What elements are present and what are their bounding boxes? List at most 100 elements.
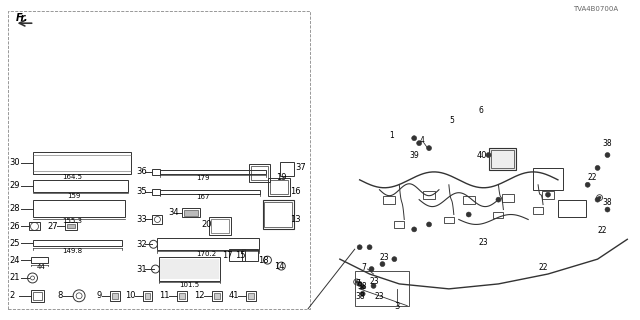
- Text: 29: 29: [10, 181, 20, 190]
- Circle shape: [585, 182, 590, 187]
- Bar: [246, 291, 255, 301]
- Text: 17: 17: [222, 251, 232, 260]
- Text: Fr.: Fr.: [16, 13, 29, 23]
- Circle shape: [605, 153, 610, 157]
- Bar: [157, 238, 259, 250]
- Bar: [248, 293, 253, 299]
- Bar: [228, 249, 244, 261]
- Text: 15: 15: [235, 251, 245, 260]
- Bar: [33, 292, 42, 300]
- Bar: [488, 148, 516, 170]
- Circle shape: [412, 136, 417, 141]
- Bar: [182, 208, 200, 218]
- Text: 12: 12: [194, 291, 205, 300]
- Bar: [112, 293, 118, 299]
- Bar: [211, 220, 228, 233]
- Circle shape: [496, 197, 501, 202]
- Text: 41: 41: [228, 291, 239, 300]
- Bar: [152, 214, 163, 224]
- Text: 32: 32: [136, 240, 147, 249]
- Text: 25: 25: [10, 239, 20, 248]
- Bar: [31, 257, 49, 263]
- Text: 159: 159: [67, 193, 81, 199]
- Circle shape: [357, 245, 362, 250]
- Bar: [184, 210, 198, 215]
- Text: 3: 3: [394, 302, 400, 311]
- Text: 22: 22: [588, 173, 597, 182]
- Circle shape: [357, 281, 362, 286]
- Bar: [152, 189, 161, 195]
- Bar: [212, 291, 222, 301]
- Text: 6: 6: [479, 106, 483, 115]
- Bar: [31, 290, 44, 302]
- Circle shape: [545, 192, 550, 197]
- Circle shape: [595, 165, 600, 171]
- Circle shape: [355, 280, 358, 284]
- Text: 18: 18: [259, 256, 269, 265]
- Bar: [145, 293, 150, 299]
- Text: 13: 13: [291, 215, 301, 224]
- Bar: [33, 200, 125, 218]
- Bar: [251, 166, 268, 180]
- Circle shape: [360, 284, 365, 289]
- Circle shape: [380, 262, 385, 267]
- Bar: [502, 194, 515, 202]
- Text: 2: 2: [10, 291, 15, 300]
- Bar: [177, 291, 187, 301]
- Bar: [533, 168, 563, 190]
- Text: 23: 23: [479, 238, 488, 247]
- Bar: [383, 196, 396, 204]
- Bar: [161, 190, 260, 194]
- Circle shape: [392, 257, 397, 262]
- Bar: [242, 249, 257, 261]
- Text: 22: 22: [538, 263, 548, 272]
- Text: 23: 23: [369, 277, 379, 286]
- Text: 40: 40: [477, 150, 487, 160]
- Text: 179: 179: [196, 175, 209, 181]
- Text: 34: 34: [168, 208, 179, 217]
- Text: 8: 8: [58, 291, 63, 300]
- Text: 31: 31: [136, 265, 147, 274]
- Circle shape: [427, 222, 431, 227]
- Circle shape: [466, 212, 471, 217]
- Text: 167: 167: [196, 194, 209, 200]
- Text: 44: 44: [36, 264, 45, 270]
- Text: 4: 4: [419, 136, 424, 145]
- Text: 30: 30: [10, 158, 20, 167]
- Text: 33: 33: [136, 215, 147, 224]
- Text: 21: 21: [10, 274, 20, 283]
- Bar: [29, 222, 40, 230]
- Bar: [463, 196, 475, 204]
- Text: 38: 38: [356, 292, 365, 301]
- Bar: [558, 200, 586, 218]
- Circle shape: [417, 141, 422, 146]
- Text: 23: 23: [380, 253, 389, 262]
- Bar: [280, 162, 294, 176]
- Bar: [33, 152, 131, 174]
- Bar: [264, 202, 292, 228]
- Text: 16: 16: [291, 187, 301, 196]
- Text: 170.2: 170.2: [196, 251, 216, 257]
- Circle shape: [605, 207, 610, 212]
- Text: 24: 24: [10, 256, 20, 265]
- Circle shape: [486, 153, 491, 157]
- Bar: [209, 218, 231, 235]
- Bar: [248, 164, 271, 182]
- Bar: [533, 207, 543, 213]
- Text: 23: 23: [374, 292, 384, 301]
- Circle shape: [412, 227, 417, 232]
- Circle shape: [598, 196, 601, 199]
- Bar: [152, 169, 161, 175]
- Text: 26: 26: [10, 222, 20, 231]
- Bar: [490, 150, 515, 168]
- Circle shape: [595, 197, 600, 202]
- Circle shape: [371, 284, 376, 288]
- Text: 1: 1: [389, 131, 394, 140]
- Bar: [271, 180, 288, 194]
- Bar: [444, 217, 454, 223]
- Text: TVA4B0700A: TVA4B0700A: [573, 6, 618, 12]
- Text: 38: 38: [602, 139, 612, 148]
- Bar: [423, 191, 435, 199]
- Bar: [143, 291, 152, 301]
- Text: 5: 5: [449, 116, 454, 125]
